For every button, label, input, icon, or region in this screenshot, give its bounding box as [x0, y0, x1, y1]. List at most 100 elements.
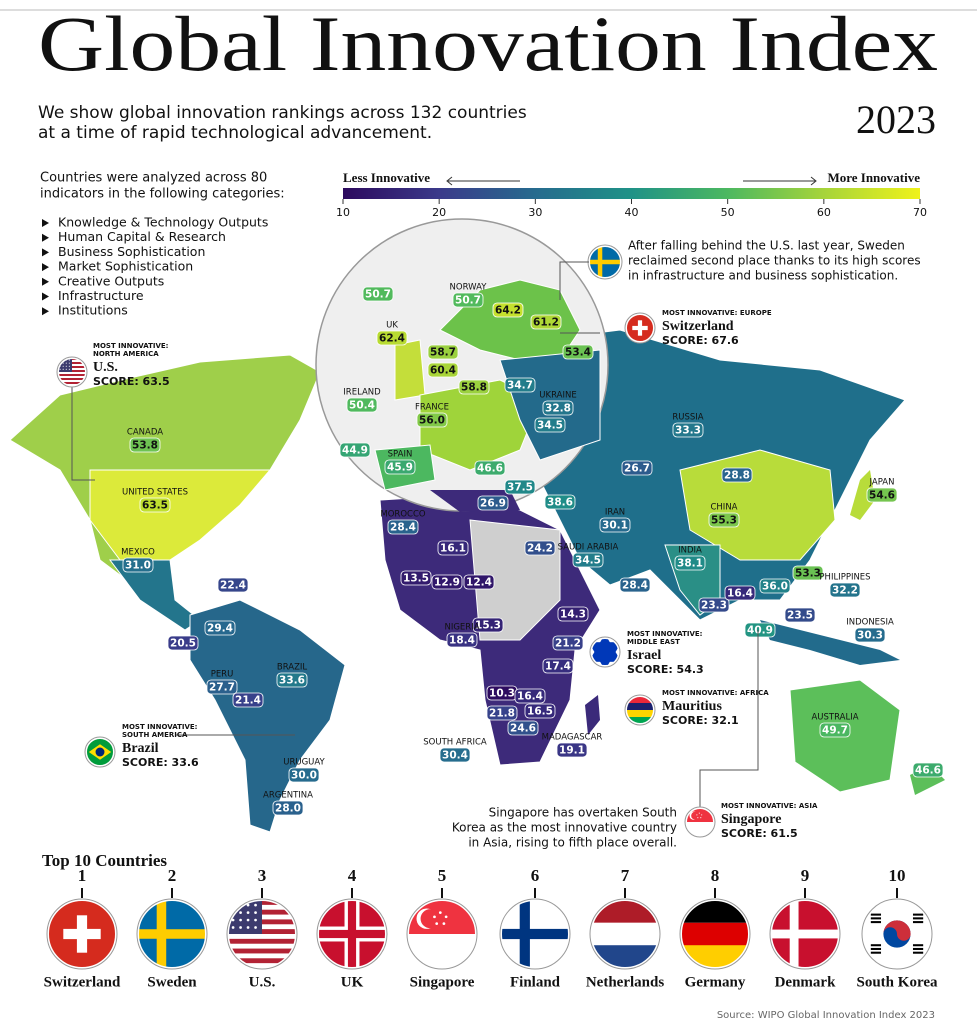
flag-part: [681, 945, 749, 968]
callout-kicker: MOST INNOVATIVE:: [93, 342, 169, 350]
score: 18.4: [449, 635, 475, 647]
flag-outline: [861, 898, 933, 970]
top10-country: Sweden: [147, 974, 197, 990]
flag-part: [58, 373, 86, 377]
callout-score: SCORE: 54.3: [627, 663, 704, 676]
note: After falling behind the U.S. last year,…: [628, 239, 905, 253]
legend-tick-label: 40: [625, 206, 639, 219]
flag-outline: [684, 806, 716, 838]
score: 16.5: [527, 706, 553, 718]
rank: 2: [168, 866, 177, 885]
flag-part: [700, 817, 702, 819]
flag-part: [138, 929, 206, 939]
score-pill: [759, 578, 791, 594]
rank: 4: [348, 866, 357, 885]
score: 33.6: [279, 675, 305, 687]
flag-outline: [46, 898, 118, 970]
flag-part: [228, 938, 296, 944]
score-pill: [362, 286, 394, 302]
score: 56.0: [419, 415, 445, 427]
flag-part: [231, 903, 235, 907]
flag: [769, 898, 841, 970]
score-pill: [542, 400, 574, 416]
score: 53.4: [565, 347, 591, 359]
callout-country: Mauritius: [662, 699, 722, 714]
flag-part: [59, 368, 61, 370]
score: 28.0: [275, 803, 301, 815]
year: 2023: [856, 97, 936, 142]
top10-country: Denmark: [775, 974, 836, 990]
flag-outline: [679, 898, 751, 970]
top10-country: U.S.: [249, 974, 276, 990]
top10-country: Singapore: [410, 974, 475, 990]
flag-ring: [625, 313, 655, 343]
flag-part: [68, 365, 70, 367]
score: 30.0: [291, 770, 317, 782]
score: 17.4: [545, 661, 571, 673]
flag: [679, 898, 751, 970]
legend-high-label: More Innovative: [827, 170, 920, 185]
score: 28.8: [724, 470, 750, 482]
callout-kicker: SOUTH AMERICA: [122, 731, 188, 739]
flag-ring: [47, 899, 117, 969]
bullet: [42, 233, 49, 242]
score: 15.3: [475, 620, 501, 632]
score-pill: [384, 459, 416, 475]
score-pill: [557, 606, 589, 622]
flag: [56, 356, 88, 388]
legend-tick-label: 70: [913, 206, 927, 219]
score: 33.3: [675, 425, 701, 437]
connector: [175, 630, 759, 808]
flag-part: [65, 368, 67, 370]
intro: indicators in the following categories:: [40, 187, 285, 202]
flag-part: [501, 928, 569, 940]
country-name: IRELAND: [343, 388, 381, 398]
legend-tick-label: 20: [432, 206, 446, 219]
score-pill: [492, 302, 524, 318]
score-pill: [542, 658, 574, 674]
score-pill: [167, 635, 199, 651]
score: 26.9: [480, 498, 506, 510]
flag: [406, 898, 478, 970]
flag-outline: [406, 898, 478, 970]
rank: 3: [258, 866, 267, 885]
flag-part: [626, 696, 654, 703]
score: 34.5: [537, 420, 563, 432]
connector: [71, 332, 600, 481]
rank: 8: [711, 866, 720, 885]
flag-ring: [680, 899, 750, 969]
top10-country: Netherlands: [586, 974, 664, 990]
score: 34.7: [507, 380, 533, 392]
score: 62.4: [379, 333, 405, 345]
country-name: BRAZIL: [277, 663, 308, 673]
score: 53.3: [795, 568, 821, 580]
flag-ring: [770, 899, 840, 969]
united-states: [89, 469, 272, 561]
country-name: SOUTH AFRICA: [423, 738, 487, 748]
title: Global Innovation Index: [38, 0, 938, 87]
flag-ring: [85, 737, 115, 767]
flag: [136, 898, 208, 970]
score-pill: [486, 705, 518, 721]
country-name: PERU: [211, 670, 234, 680]
score: 40.9: [747, 625, 773, 637]
country-name: SPAIN: [388, 450, 413, 460]
top10-country: Switzerland: [44, 974, 121, 990]
legend-low-label: Less Innovative: [343, 170, 430, 185]
score: 61.2: [533, 317, 559, 329]
flag-part: [626, 710, 654, 717]
flag-part: [246, 926, 250, 929]
flag-part: [697, 817, 699, 819]
score: 30.3: [857, 630, 883, 642]
score-pill: [446, 632, 478, 648]
bullet: [42, 292, 49, 301]
note: in Asia, rising to fifth place overall.: [468, 836, 677, 850]
score-pill: [339, 442, 371, 458]
map: 53.8 CANADA 63.5 UNITED STATES 31.0 MEXICO 22.…: [9, 218, 945, 833]
country-name: UNITED STATES: [122, 488, 188, 498]
score-pill: [698, 597, 730, 613]
flag-part: [239, 926, 242, 929]
legend-tick-label: 60: [817, 206, 831, 219]
country-name: FRANCE: [415, 403, 449, 413]
country-name: MEXICO: [121, 548, 155, 558]
